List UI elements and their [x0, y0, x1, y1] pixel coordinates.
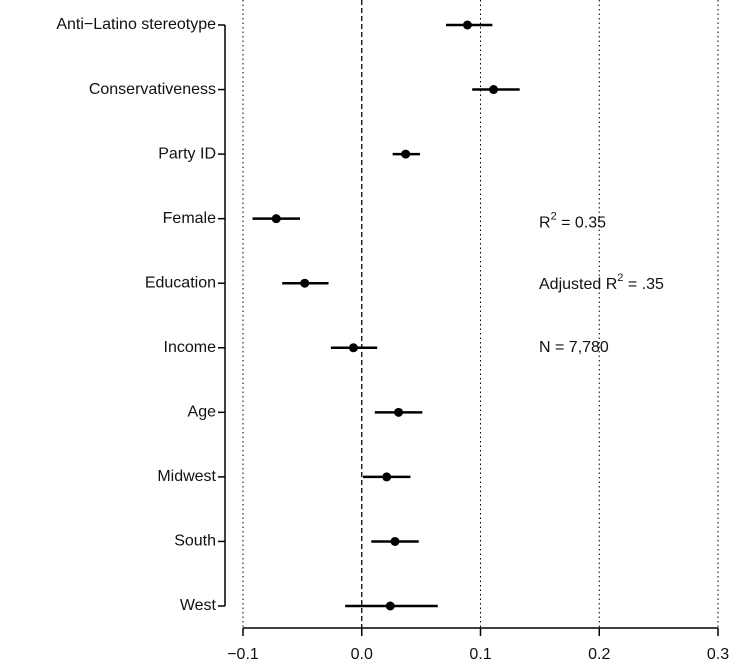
point-estimate — [300, 278, 310, 288]
point-estimate — [394, 407, 404, 417]
annotation: R2 = 0.35 — [539, 211, 606, 232]
y-tick-label: Education — [145, 274, 216, 291]
point-estimate — [348, 343, 358, 353]
point-estimate — [382, 472, 392, 482]
annotation-superscript: 2 — [617, 272, 623, 284]
x-tick-label: 0.3 — [707, 646, 729, 663]
y-tick-label: Midwest — [157, 468, 216, 485]
y-tick-label: Party ID — [158, 145, 216, 162]
x-tick-label: 0.0 — [351, 646, 373, 663]
annotation: N = 7,780 — [539, 339, 609, 356]
annotation-text: N = 7,780 — [539, 339, 609, 356]
point-estimate — [489, 85, 499, 95]
y-tick-label: Anti−Latino stereotype — [56, 16, 216, 33]
annotation-text: R — [539, 215, 551, 232]
point-estimate — [390, 536, 400, 546]
point-estimate — [385, 601, 395, 611]
y-tick-label: West — [180, 597, 217, 614]
x-tick-label: 0.2 — [588, 646, 610, 663]
annotation: Adjusted R2 = .35 — [539, 272, 664, 293]
point-estimate — [401, 149, 411, 159]
x-tick-label: −0.1 — [227, 646, 259, 663]
y-tick-label: Female — [163, 210, 216, 227]
y-tick-label: Income — [164, 339, 217, 356]
point-estimate — [462, 20, 472, 30]
annotation-text: = 0.35 — [557, 215, 606, 232]
y-tick-label: Conservativeness — [89, 81, 216, 98]
y-tick-label: South — [174, 533, 216, 550]
annotation-text: = .35 — [623, 276, 664, 293]
annotation-superscript: 2 — [551, 211, 557, 223]
annotation-text: Adjusted R — [539, 276, 617, 293]
point-estimate — [271, 214, 281, 224]
x-tick-label: 0.1 — [469, 646, 491, 663]
y-tick-label: Age — [188, 404, 217, 421]
